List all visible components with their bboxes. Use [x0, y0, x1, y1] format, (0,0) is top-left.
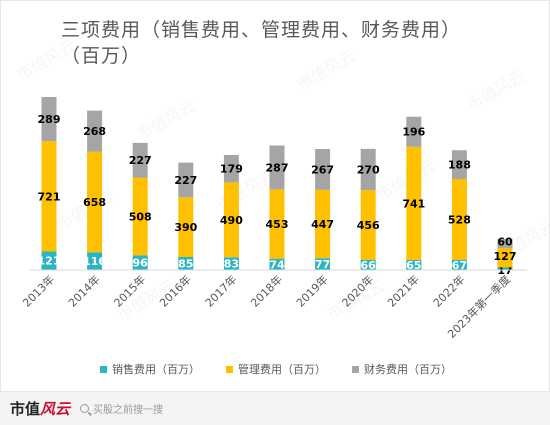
x-tick-label: 2017年 [202, 272, 239, 309]
bar-segment [87, 151, 103, 253]
legend-swatch [352, 365, 359, 373]
legend-swatch [226, 365, 233, 373]
bar-segment [360, 259, 376, 270]
legend-label: 财务费用（百万） [364, 363, 452, 376]
data-label: 74 [269, 258, 285, 271]
bar-segment [41, 251, 57, 270]
footer-search[interactable]: 买股之前搜一搜 [80, 401, 163, 416]
bar-segment [132, 255, 148, 270]
data-label: 127 [494, 250, 517, 263]
bar-segment [132, 142, 148, 178]
bar-segment [360, 148, 376, 191]
data-label: 289 [38, 113, 61, 126]
data-label: 60 [497, 235, 513, 248]
bar-segment [451, 178, 467, 260]
bar-segment [451, 150, 467, 179]
x-tick-label: 2013年 [20, 272, 57, 309]
chart-title: 三项费用（销售费用、管理费用、财务费用）（百万） [61, 19, 462, 67]
data-label: 227 [129, 154, 152, 167]
bar-segment [269, 189, 285, 259]
watermark-text: 市值风云 [14, 36, 79, 84]
watermark-text: 市值风云 [294, 46, 359, 94]
legend-item: 管理费用（百万） [226, 361, 326, 377]
legend-label: 销售费用（百万） [112, 363, 200, 376]
x-tick-label: 2021年 [384, 272, 421, 309]
bar-segment [269, 145, 285, 190]
data-label: 508 [129, 210, 152, 223]
bar-segment [132, 177, 148, 256]
data-label: 287 [266, 161, 289, 174]
data-label: 453 [266, 218, 289, 231]
bar-segment [406, 260, 422, 270]
data-label: 741 [402, 197, 425, 210]
data-label: 66 [361, 259, 377, 272]
watermark-text: 市值风云 [54, 186, 119, 234]
data-label: 96 [133, 257, 149, 270]
search-hint: 买股之前搜一搜 [93, 405, 164, 416]
legend: 销售费用（百万） 管理费用（百万） 财务费用（百万） [1, 361, 550, 377]
data-label: 196 [402, 126, 425, 139]
data-label: 658 [83, 196, 106, 209]
bar-segment [315, 258, 331, 270]
data-label: 721 [38, 190, 61, 203]
data-label: 490 [220, 214, 243, 227]
logo-main-text: 市值 [10, 400, 41, 418]
bar-segment [41, 97, 57, 142]
search-icon [80, 404, 90, 413]
x-tick-label: 2018年 [248, 272, 285, 309]
logo-accent-text: 风云 [40, 400, 71, 418]
data-label: 268 [83, 125, 106, 138]
bar-segment [269, 258, 285, 270]
data-label: 447 [311, 218, 334, 231]
data-label: 179 [220, 163, 243, 176]
data-label: 390 [174, 221, 197, 234]
bar-segment [223, 154, 239, 183]
bar-segment [223, 257, 239, 270]
x-tick-layer: 2013年 2014年 2015年 2016年 2017年 2018年 2019年 2020年… [20, 272, 513, 341]
bar-segment [360, 190, 376, 260]
brand-logo[interactable]: 市值风云 [10, 398, 70, 419]
bar-segment [497, 247, 513, 268]
bar-segment [178, 256, 194, 270]
data-label: 227 [174, 174, 197, 187]
bar-segment [315, 149, 331, 190]
data-label: 188 [448, 159, 471, 172]
bar-segment [497, 238, 513, 248]
legend-label: 管理费用（百万） [238, 363, 326, 376]
data-label: 83 [224, 258, 239, 271]
bar-segment [223, 182, 239, 258]
data-label: 121 [38, 255, 61, 268]
data-label: 85 [178, 257, 193, 270]
data-label: 267 [311, 163, 334, 176]
legend-item: 财务费用（百万） [352, 361, 452, 377]
bar-segment [87, 110, 103, 152]
data-label: 77 [315, 258, 330, 271]
data-label: 116 [83, 255, 106, 268]
x-tick-label: 2022年 [430, 272, 467, 309]
bar-segment [406, 146, 422, 261]
bar-segment [41, 141, 57, 252]
data-label: 65 [406, 259, 421, 272]
legend-item: 销售费用（百万） [100, 361, 200, 377]
data-label: 456 [357, 219, 380, 232]
bar-segment [87, 252, 103, 270]
bar-segment [497, 267, 513, 270]
watermark-text: 市值风云 [464, 66, 529, 114]
bar-segment [178, 162, 194, 198]
data-label: 528 [448, 213, 471, 226]
data-label: 67 [452, 259, 467, 272]
watermark-text: 市值风云 [134, 96, 199, 144]
bar-segment [406, 116, 422, 147]
bar-layer: 121 721 289 116 658 268 96 508 227 85 390 227 83 490 1… [38, 97, 517, 277]
footer-bar: 市值风云 买股之前搜一搜 [0, 392, 550, 425]
data-label: 270 [357, 164, 380, 177]
x-tick-label: 2014年 [65, 272, 102, 309]
x-tick-label: 2019年 [293, 272, 330, 309]
legend-swatch [100, 365, 107, 373]
bar-segment [451, 259, 467, 270]
chart-frame: 三项费用（销售费用、管理费用、财务费用）（百万） 市值风云 市值风云 市值风云 市值风… [0, 0, 550, 392]
bar-segment [315, 189, 331, 259]
bar-segment [178, 197, 194, 257]
